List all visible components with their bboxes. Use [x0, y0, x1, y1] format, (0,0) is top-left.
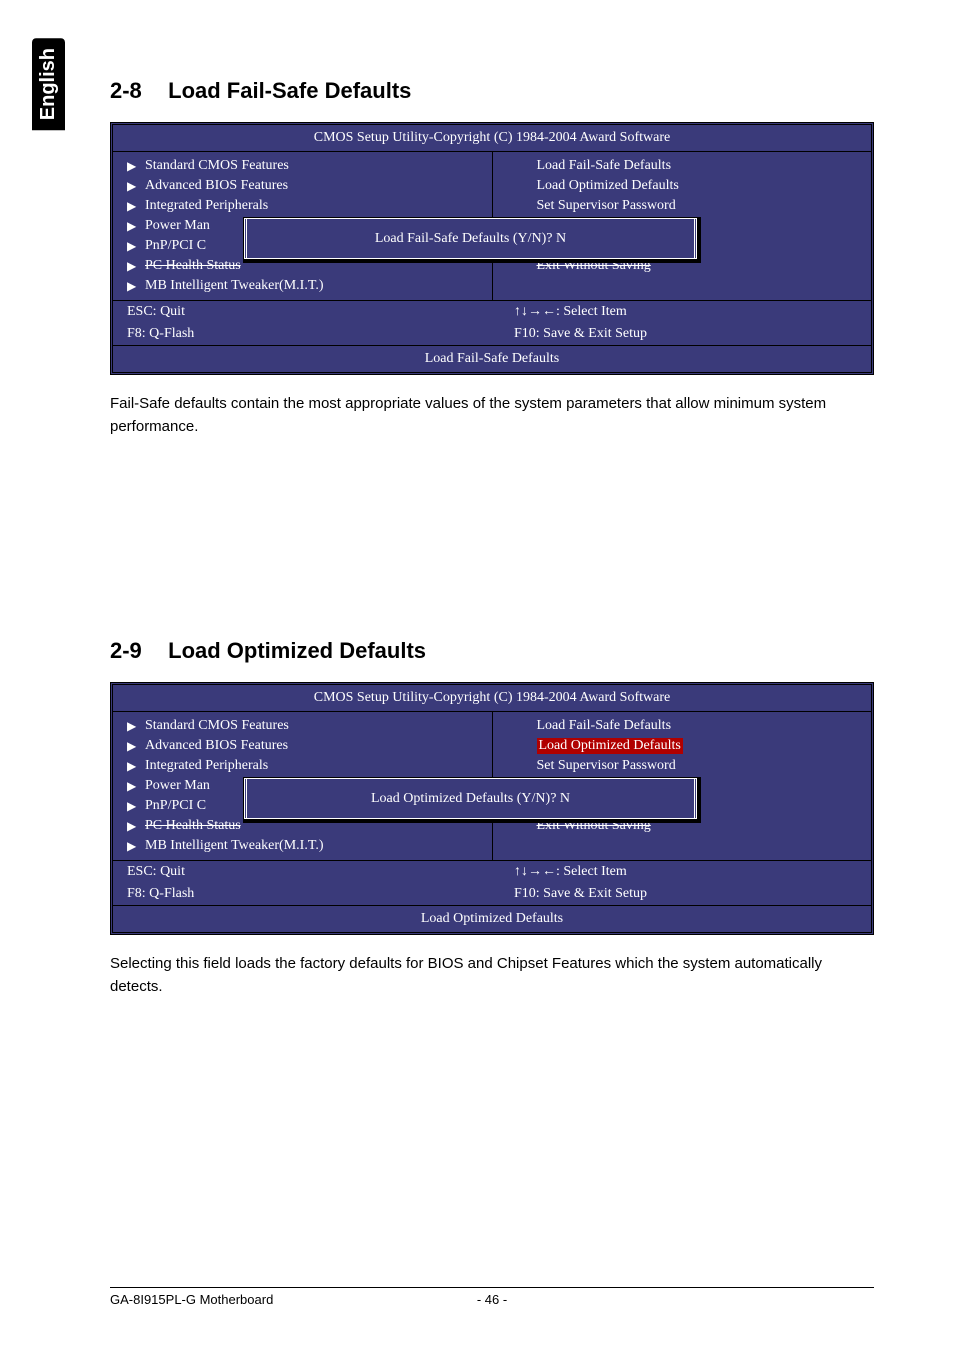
bios-help-bar: Load Optimized Defaults	[113, 905, 871, 932]
bios-screen-1: CMOS Setup Utility-Copyright (C) 1984-20…	[110, 122, 874, 375]
bios-help-bar: Load Fail-Safe Defaults	[113, 345, 871, 372]
menu-item-mit[interactable]: ▶MB Intelligent Tweaker(M.I.T.)	[127, 836, 478, 856]
submenu-arrow-icon: ▶	[127, 239, 145, 254]
footer-f10: F10: Save & Exit Setup	[484, 323, 871, 345]
menu-item-supervisor[interactable]: Set Supervisor Password	[507, 756, 858, 776]
section-heading-1: 2-8 Load Fail-Safe Defaults	[110, 78, 874, 104]
menu-item-failsafe[interactable]: Load Fail-Safe Defaults	[507, 156, 858, 176]
section-title-1: Load Fail-Safe Defaults	[168, 78, 411, 103]
footer-f10: F10: Save & Exit Setup	[484, 883, 871, 905]
submenu-arrow-icon: ▶	[127, 179, 145, 194]
footer-product: GA-8I915PL-G Motherboard	[110, 1292, 273, 1307]
confirm-dialog[interactable]: Load Optimized Defaults (Y/N)? N	[243, 777, 701, 823]
menu-item-adv-bios[interactable]: ▶Advanced BIOS Features	[127, 736, 478, 756]
footer-esc: ESC: Quit	[113, 861, 484, 883]
footer-f8: F8: Q-Flash	[113, 883, 484, 905]
menu-item-optimized[interactable]: Load Optimized Defaults	[507, 736, 858, 756]
dialog-text: Load Optimized Defaults (Y/N)? N	[371, 791, 570, 807]
footer-select: ↑↓→←: Select Item	[484, 861, 871, 883]
section-title-2: Load Optimized Defaults	[168, 638, 426, 663]
submenu-arrow-icon: ▶	[127, 819, 145, 834]
menu-item-adv-bios[interactable]: ▶Advanced BIOS Features	[127, 176, 478, 196]
submenu-arrow-icon: ▶	[127, 839, 145, 854]
menu-item-int-periph[interactable]: ▶Integrated Peripherals	[127, 756, 478, 776]
submenu-arrow-icon: ▶	[127, 259, 145, 274]
section-num-2: 2-9	[110, 638, 162, 664]
submenu-arrow-icon: ▶	[127, 279, 145, 294]
bios-title: CMOS Setup Utility-Copyright (C) 1984-20…	[113, 685, 871, 711]
submenu-arrow-icon: ▶	[127, 159, 145, 174]
submenu-arrow-icon: ▶	[127, 199, 145, 214]
section2-body: Selecting this field loads the factory d…	[110, 953, 874, 998]
dialog-text: Load Fail-Safe Defaults (Y/N)? N	[375, 231, 566, 247]
bios-screen-2: CMOS Setup Utility-Copyright (C) 1984-20…	[110, 682, 874, 935]
footer-page-num: - 46 -	[477, 1292, 507, 1307]
bios-title: CMOS Setup Utility-Copyright (C) 1984-20…	[113, 125, 871, 151]
footer-select: ↑↓→←: Select Item	[484, 301, 871, 323]
menu-item-supervisor[interactable]: Set Supervisor Password	[507, 196, 858, 216]
confirm-dialog[interactable]: Load Fail-Safe Defaults (Y/N)? N	[243, 217, 701, 263]
menu-item-std-cmos[interactable]: ▶Standard CMOS Features	[127, 156, 478, 176]
section-heading-2: 2-9 Load Optimized Defaults	[110, 638, 874, 664]
submenu-arrow-icon: ▶	[127, 719, 145, 734]
footer-esc: ESC: Quit	[113, 301, 484, 323]
footer-f8: F8: Q-Flash	[113, 323, 484, 345]
submenu-arrow-icon: ▶	[127, 219, 145, 234]
submenu-arrow-icon: ▶	[127, 799, 145, 814]
menu-item-int-periph[interactable]: ▶Integrated Peripherals	[127, 196, 478, 216]
submenu-arrow-icon: ▶	[127, 739, 145, 754]
menu-item-mit[interactable]: ▶MB Intelligent Tweaker(M.I.T.)	[127, 276, 478, 296]
submenu-arrow-icon: ▶	[127, 759, 145, 774]
page-footer: GA-8I915PL-G Motherboard - 46 -	[110, 1287, 874, 1307]
menu-item-failsafe[interactable]: Load Fail-Safe Defaults	[507, 716, 858, 736]
language-tab: English	[32, 38, 65, 130]
section1-body: Fail-Safe defaults contain the most appr…	[110, 393, 874, 438]
submenu-arrow-icon: ▶	[127, 779, 145, 794]
menu-item-std-cmos[interactable]: ▶Standard CMOS Features	[127, 716, 478, 736]
section-num-1: 2-8	[110, 78, 162, 104]
menu-item-optimized[interactable]: Load Optimized Defaults	[507, 176, 858, 196]
